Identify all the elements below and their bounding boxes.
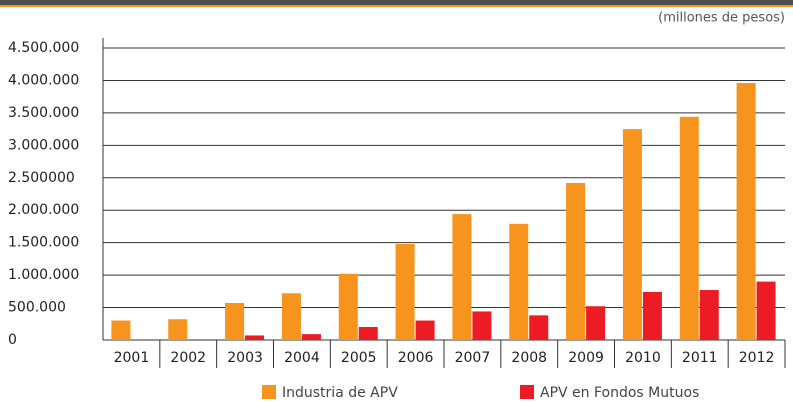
bar [679, 116, 699, 340]
bar [395, 243, 415, 340]
bar [358, 327, 378, 340]
bar [622, 129, 642, 340]
bar [509, 223, 529, 340]
y-tick-label: 3.500.000 [8, 105, 79, 121]
bar [472, 311, 492, 340]
bar [281, 293, 301, 340]
x-tick-label: 2002 [170, 350, 206, 366]
y-tick-label: 1.000.000 [8, 267, 79, 283]
bar [566, 182, 586, 340]
bar [586, 306, 606, 340]
bar [301, 334, 321, 340]
bar [756, 281, 776, 340]
y-tick-label: 0 [8, 332, 17, 348]
x-tick-label: 2010 [625, 350, 661, 366]
y-tick-label: 1.500.000 [8, 235, 79, 251]
y-tick-label: 500.000 [8, 300, 66, 316]
y-tick-label: 4.500.000 [8, 40, 79, 56]
y-tick-label: 2.500000 [8, 170, 75, 186]
bar [736, 83, 756, 340]
bar [642, 291, 662, 340]
x-tick-label: 2009 [568, 350, 604, 366]
bar [415, 320, 435, 340]
x-tick-label: 2008 [511, 350, 547, 366]
bar [338, 273, 358, 340]
y-tick-label: 2.000.000 [8, 202, 79, 218]
x-tick-label: 2011 [682, 350, 718, 366]
unit-label: (millones de pesos) [658, 11, 785, 26]
x-tick-label: 2003 [227, 350, 263, 366]
legend-label: APV en Fondos Mutuos [540, 385, 699, 401]
bar [699, 290, 719, 340]
y-tick-label: 3.000.000 [8, 137, 79, 153]
bar [111, 320, 131, 340]
y-tick-label: 4.000.000 [8, 72, 79, 88]
bar [225, 303, 245, 340]
legend-swatch [262, 385, 276, 399]
x-tick-label: 2005 [341, 350, 377, 366]
legend-swatch [520, 385, 534, 399]
x-tick-label: 2004 [284, 350, 320, 366]
legend-label: Industria de APV [282, 385, 398, 401]
x-tick-label: 2001 [114, 350, 150, 366]
header-rule [0, 5, 793, 7]
bar [452, 214, 472, 340]
header-band [0, 0, 793, 5]
x-tick-label: 2012 [739, 350, 775, 366]
x-tick-label: 2006 [398, 350, 434, 366]
bar [529, 315, 549, 340]
bar [245, 335, 265, 340]
bar [168, 319, 188, 340]
x-tick-label: 2007 [455, 350, 491, 366]
